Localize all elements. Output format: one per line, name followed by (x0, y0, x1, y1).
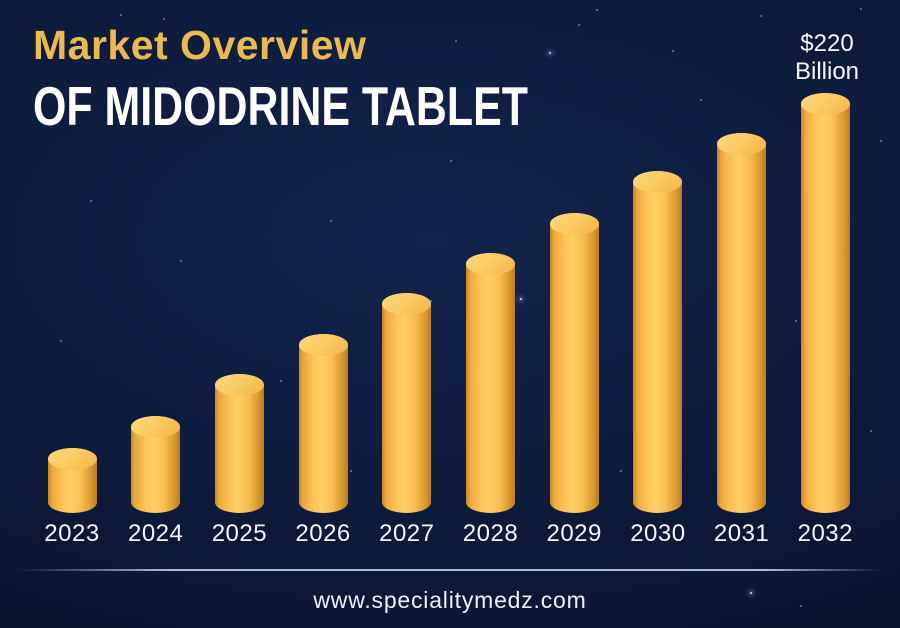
year-label-2028: 2028 (462, 520, 519, 547)
bar-top-ellipse (549, 213, 599, 235)
bar-2032 (800, 93, 850, 513)
bar-2030 (633, 171, 683, 513)
year-label-2024: 2024 (127, 520, 184, 547)
bar-top-ellipse (466, 253, 515, 275)
bar-top-ellipse (214, 374, 264, 396)
annotation-value: $220 (800, 30, 854, 57)
bar-top-ellipse (800, 93, 850, 115)
bar-2025 (214, 374, 264, 513)
bar-2023 (47, 448, 97, 513)
website-url: www.specialitymedz.com (313, 587, 587, 613)
bar-top-ellipse (382, 293, 432, 315)
annotation-unit: Billion (794, 58, 860, 85)
page-subtitle: OF MIDODRINE TABLET (33, 75, 528, 137)
bar-2027 (382, 293, 432, 513)
year-label-2032: 2032 (797, 520, 853, 547)
year-label-2023: 2023 (44, 520, 100, 547)
bar-top-ellipse (131, 416, 181, 438)
bar-top-ellipse (717, 133, 767, 155)
bar-top-ellipse (47, 448, 97, 470)
footer-divider (16, 569, 884, 571)
year-label-2027: 2027 (379, 520, 435, 547)
bar-2028 (466, 253, 515, 513)
bar-2026 (298, 334, 348, 513)
bar-2029 (549, 213, 599, 513)
bar-2031 (717, 133, 767, 513)
year-label-2026: 2026 (295, 520, 351, 547)
year-label-2025: 2025 (211, 520, 268, 547)
bar-top-ellipse (298, 334, 348, 356)
year-label-2031: 2031 (713, 520, 770, 547)
year-label-2029: 2029 (546, 520, 602, 547)
value-annotation-2032: $220 Billion (765, 30, 889, 86)
page-title: Market Overview (33, 22, 367, 68)
bar-top-ellipse (633, 171, 683, 193)
year-label-2030: 2030 (630, 520, 686, 547)
bar-2024 (131, 416, 181, 513)
